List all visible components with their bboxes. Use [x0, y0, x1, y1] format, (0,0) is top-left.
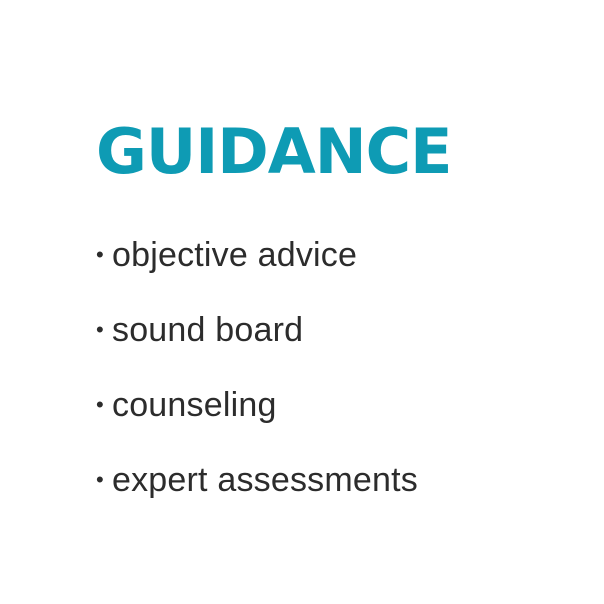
page-title: GUIDANCE [96, 115, 452, 188]
list-item-label: sound board [112, 311, 304, 349]
bullet-icon: • [96, 317, 104, 342]
bullet-icon: • [96, 392, 104, 417]
list-item-label: objective advice [112, 236, 358, 274]
list-item: • counseling [96, 382, 418, 457]
guidance-list: • objective advice • sound board • couns… [96, 232, 418, 532]
list-item-label: expert assessments [112, 461, 418, 499]
list-item: • expert assessments [96, 457, 418, 532]
list-item-label: counseling [112, 386, 277, 424]
list-item: • sound board [96, 307, 418, 382]
bullet-icon: • [96, 467, 104, 492]
list-item: • objective advice [96, 232, 418, 307]
bullet-icon: • [96, 242, 104, 267]
